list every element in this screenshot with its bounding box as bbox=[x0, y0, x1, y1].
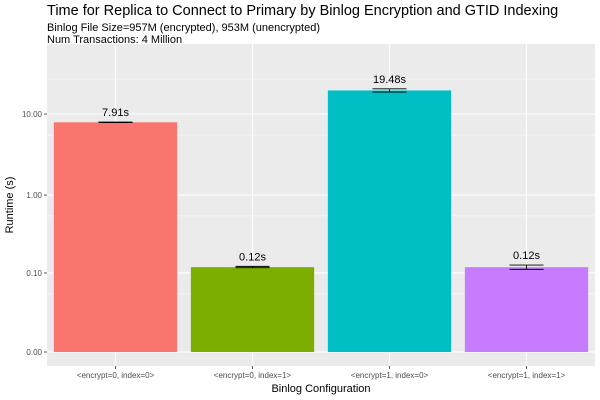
error-bar-3 bbox=[372, 88, 407, 93]
bar-1 bbox=[53, 122, 178, 352]
x-tick-label: <encrypt=1, index=1> bbox=[488, 371, 566, 380]
x-tick-label: <encrypt=0, index=1> bbox=[214, 371, 292, 380]
chart-subtitle-line-2: Num Transactions: 4 Million bbox=[47, 34, 183, 46]
error-bar-2 bbox=[235, 265, 270, 269]
chart-subtitle-line-1: Binlog File Size=957M (encrypted), 953M … bbox=[47, 22, 320, 34]
error-bars bbox=[98, 88, 544, 270]
data-labels: 7.91s 0.12s 19.48s 0.12s bbox=[102, 74, 540, 264]
data-label-2: 0.12s bbox=[239, 251, 266, 263]
data-label-4: 0.12s bbox=[513, 250, 540, 262]
y-tick-label: 0.00 bbox=[26, 348, 42, 357]
y-tick-label: 0.10 bbox=[26, 269, 42, 278]
x-tick-label: <encrypt=0, index=0> bbox=[77, 371, 155, 380]
y-tick-label: 10.00 bbox=[22, 110, 43, 119]
bar-2 bbox=[190, 267, 315, 352]
bar-3 bbox=[327, 90, 452, 353]
x-axis-ticks: <encrypt=0, index=0> <encrypt=0, index=1>… bbox=[77, 366, 566, 380]
x-tick-label: <encrypt=1, index=0> bbox=[351, 371, 429, 380]
y-axis-title: Runtime (s) bbox=[4, 177, 16, 234]
y-axis-ticks: 0.00 0.10 1.00 10.00 bbox=[22, 110, 47, 357]
error-bar-1 bbox=[98, 121, 133, 124]
y-tick-label: 1.00 bbox=[26, 191, 42, 200]
data-label-1: 7.91s bbox=[102, 107, 129, 119]
bar-4 bbox=[464, 267, 589, 352]
chart-title: Time for Replica to Connect to Primary b… bbox=[47, 3, 559, 19]
error-bar-4 bbox=[509, 264, 544, 270]
data-label-3: 19.48s bbox=[373, 74, 407, 86]
x-axis-title: Binlog Configuration bbox=[271, 383, 370, 395]
bars bbox=[53, 90, 589, 353]
